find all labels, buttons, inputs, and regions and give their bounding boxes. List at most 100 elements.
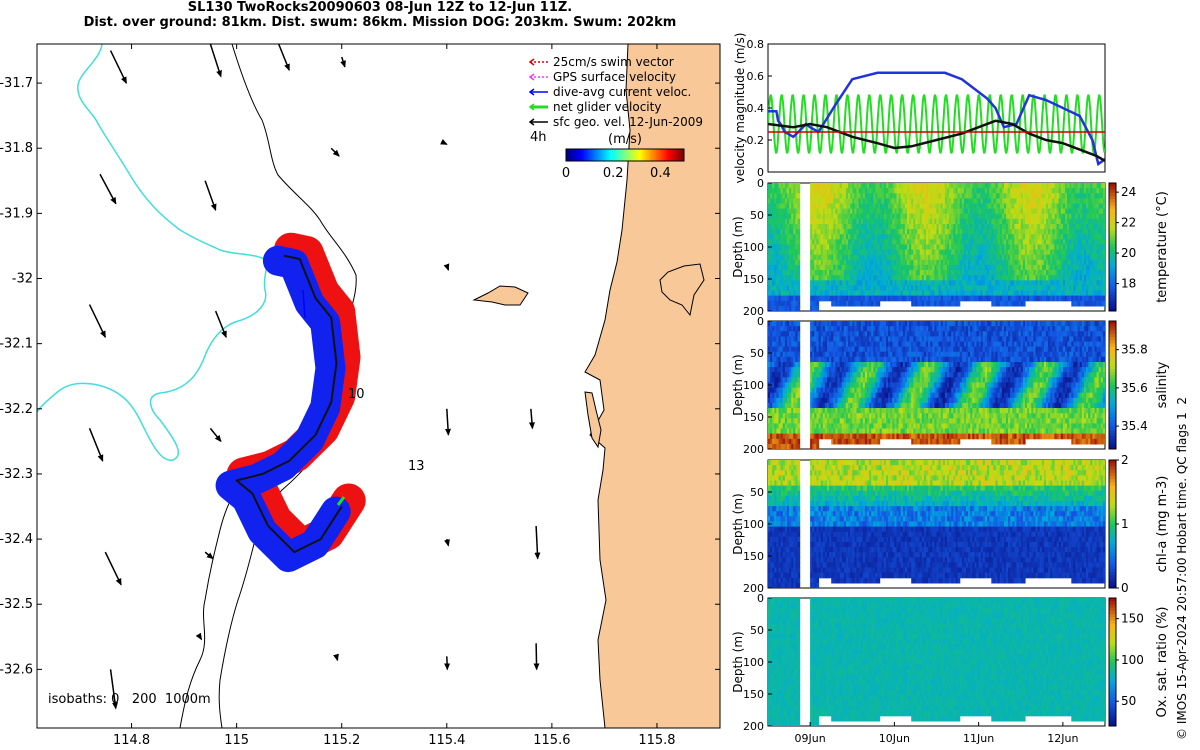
section-cell [892, 183, 895, 189]
section-cell [1010, 188, 1013, 194]
section-cell [892, 224, 895, 230]
section-cell [871, 213, 874, 220]
section-cell [852, 234, 855, 240]
section-cell [787, 254, 790, 261]
section-cell [879, 264, 883, 271]
section-cell [852, 213, 855, 220]
section-cell [1056, 244, 1060, 251]
section-cell [976, 208, 980, 215]
section-colorbar-cell [1109, 234, 1116, 238]
section-cell [1014, 285, 1018, 292]
section-cell [1027, 270, 1030, 276]
section-cell [831, 377, 834, 383]
section-cell [991, 264, 994, 271]
section-cell [1054, 275, 1058, 281]
section-cell [837, 392, 841, 399]
section-cell [833, 321, 836, 327]
section-cell [858, 377, 862, 383]
section-cell [1025, 198, 1028, 205]
section-cell [858, 346, 862, 353]
section-cell [795, 397, 799, 404]
section-cell [879, 203, 883, 210]
section-cell [854, 331, 858, 337]
section-cell [774, 397, 777, 404]
section-cell [1031, 188, 1034, 194]
section-cell [867, 264, 870, 271]
section-cell [843, 372, 847, 378]
section-cell [835, 203, 839, 210]
section-cell [947, 249, 950, 256]
section-cell [858, 326, 862, 332]
section-cell [904, 239, 908, 245]
section-cell [772, 443, 775, 449]
section-cell [793, 433, 796, 440]
section-cell [1025, 259, 1028, 266]
section-cell [827, 382, 830, 389]
section-cell [928, 285, 931, 292]
section-cell [1010, 275, 1013, 281]
section-cell [827, 239, 830, 245]
section-cell [824, 218, 828, 225]
section-cell [1062, 295, 1066, 302]
section-cell [776, 377, 780, 383]
section-cell [919, 280, 923, 286]
section-cell [875, 239, 879, 245]
section-cell [951, 295, 954, 302]
section-cell [1071, 264, 1074, 271]
section-cell [1003, 224, 1007, 230]
section-cell [966, 254, 969, 261]
section-cell [966, 249, 969, 256]
section-cell [822, 244, 826, 251]
rottnest-island [472, 285, 529, 306]
section-cell [1025, 280, 1028, 286]
section-cell [835, 259, 839, 266]
section-cell [904, 203, 908, 210]
section-cell [1096, 208, 1100, 215]
section-cell [837, 193, 841, 199]
section-cell [898, 275, 902, 281]
section-cell [822, 270, 826, 276]
section-cell [843, 408, 847, 414]
section-cell [791, 259, 794, 266]
section-cell [812, 372, 815, 378]
section-cell [1008, 290, 1011, 297]
section-colorbar-cell [1109, 285, 1116, 290]
section-cell [864, 270, 868, 276]
section-cell [873, 285, 876, 292]
section-cell [818, 218, 822, 225]
section-cell [782, 402, 786, 409]
section-cell [1052, 270, 1055, 276]
section-cell [778, 443, 782, 449]
section-cell [795, 372, 799, 378]
section-cell [841, 259, 845, 266]
section-cell [915, 183, 919, 189]
section-cell [913, 285, 916, 292]
section-cell [1086, 290, 1089, 297]
section-cell [820, 244, 824, 251]
section-cell [831, 244, 834, 251]
section-cell [877, 198, 881, 205]
section-cell [814, 264, 817, 271]
section-cell [789, 392, 792, 399]
section-cell [778, 270, 782, 276]
section-cell [835, 402, 839, 409]
section-cell [772, 382, 775, 389]
section-cell [812, 321, 815, 327]
section-cell [1058, 244, 1062, 251]
section-cell [824, 377, 828, 383]
section-cell [989, 183, 992, 189]
section-cell [852, 356, 855, 363]
section-cell [845, 377, 849, 383]
section-cell [974, 259, 978, 266]
section-cell [827, 198, 830, 205]
section-cell [772, 193, 775, 199]
section-cell [814, 408, 817, 414]
section-cell [894, 264, 898, 271]
section-cell [843, 244, 847, 251]
section-cell [864, 346, 868, 353]
section-cell [852, 264, 855, 271]
section-cell [784, 356, 788, 363]
section-cell [968, 264, 971, 271]
section-cell [858, 285, 862, 292]
section-cell [770, 341, 773, 348]
